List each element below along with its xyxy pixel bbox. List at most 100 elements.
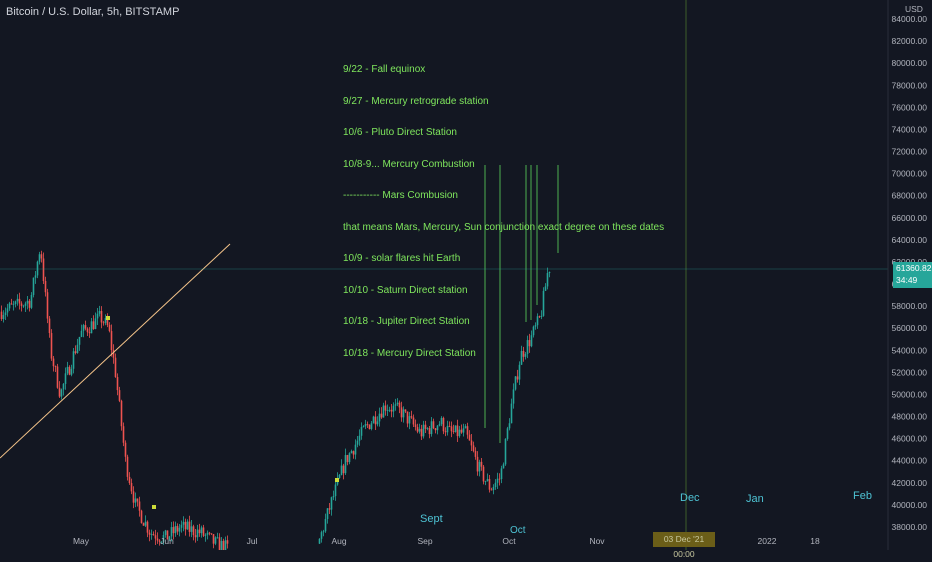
candle-body [36,261,39,276]
annotation-line: 10/18 - Mercury Direct Station [343,347,476,359]
candle-body [488,479,491,490]
candle-body [340,465,343,476]
candle-body [408,416,411,424]
candle-body [40,254,43,259]
overlay-label-sept[interactable]: Sept [420,513,443,525]
candle-body [58,387,61,397]
candle-body [446,425,449,433]
candle-body [136,498,139,502]
candle-body [530,335,533,347]
annotation-line: 9/22 - Fall equinox [343,64,426,75]
candle-body [448,425,451,427]
time-tick-label: May [73,536,90,546]
trendline-drawing[interactable] [0,243,231,459]
candle-body [56,366,59,388]
candle-body [318,538,321,544]
candle-body [438,424,441,426]
candle-body [548,271,551,274]
time-tick-label: Nov [589,536,605,546]
candle-body [96,313,99,319]
candle-body [396,402,399,405]
candle-body [170,527,173,537]
candle-body [112,350,115,358]
candle-body [6,308,9,313]
candle-body [74,351,77,353]
candle-body [124,442,127,457]
candle-body [72,351,75,369]
price-tick-label: 52000.00 [892,367,928,377]
candle-body [516,376,519,380]
candle-body [152,534,155,536]
candle-body [436,425,439,431]
candle-body [352,451,355,455]
candle-body [12,304,15,305]
candle-body [220,540,223,550]
last-price-value: 61360.82 [896,263,932,273]
candle-body [416,427,419,432]
candle-body [90,321,93,334]
candle-body [60,389,63,397]
symbol-title[interactable]: Bitcoin / U.S. Dollar, 5h, BITSTAMP [6,6,180,18]
candle-body [402,409,405,418]
candle-body [462,428,465,433]
candle-body [166,530,169,540]
candle-body [68,366,71,375]
candle-body [10,303,13,305]
candle-body [388,409,391,411]
candle-body [218,537,221,550]
candle-body [168,536,171,540]
candle-body [194,535,197,538]
astrology-annotation-text[interactable]: 9/22 - Fall equinox 9/27 - Mercury retro… [343,44,664,370]
candle-body [28,300,31,308]
candle-body [344,455,347,474]
candle-body [188,521,191,532]
candle-body [358,435,361,441]
candle-body [518,364,521,380]
candle-body [508,423,511,429]
overlay-label-dec[interactable]: Dec [680,492,700,504]
annotation-line: ----------- Mars Combusion [343,190,458,201]
candle-body [490,489,493,491]
signal-marker [335,478,339,482]
candle-body [378,413,381,422]
candle-body [496,478,499,483]
candle-body [138,501,141,511]
candle-body [114,357,117,378]
candle-body [14,301,17,305]
candle-body [522,350,525,357]
candle-body [532,326,535,336]
candle-body [514,376,517,390]
candle-body [380,413,383,418]
candle-body [510,403,513,424]
chart-canvas[interactable]: May Jun Jul Aug Sep Oct Nov 2022 18 84000.00 8200… [0,0,932,550]
price-tick-label: 78000.00 [892,80,928,90]
overlay-label-oct[interactable]: Oct [510,525,526,536]
annotation-line: that means Mars, Mercury, Sun conjunctio… [343,221,665,233]
signal-marker [152,505,156,509]
vertical-line-drawings[interactable] [484,165,559,443]
overlay-label-feb[interactable]: Feb [853,490,872,502]
candle-body [466,426,469,435]
overlay-label-jan[interactable]: Jan [746,493,764,505]
candle-body [456,425,459,437]
candle-body [480,461,483,467]
price-tick-label: 68000.00 [892,191,928,201]
candle-body [116,377,119,391]
candle-body [82,325,85,331]
candle-body [50,333,53,359]
candle-body [76,344,79,353]
time-tick-label: Sep [417,536,432,546]
annotation-line: 9/27 - Mercury retrograde station [343,95,489,107]
candle-body [442,417,445,432]
candle-body [38,254,41,262]
price-tick-label: 40000.00 [892,500,928,510]
candle-body [414,424,417,428]
price-tick-label: 80000.00 [892,58,928,68]
candle-body [106,318,109,325]
candle-body [208,532,211,534]
candle-body [32,277,35,295]
candle-body [142,523,145,526]
candle-body [410,416,413,418]
candle-body [192,526,195,536]
candle-body [346,455,349,463]
